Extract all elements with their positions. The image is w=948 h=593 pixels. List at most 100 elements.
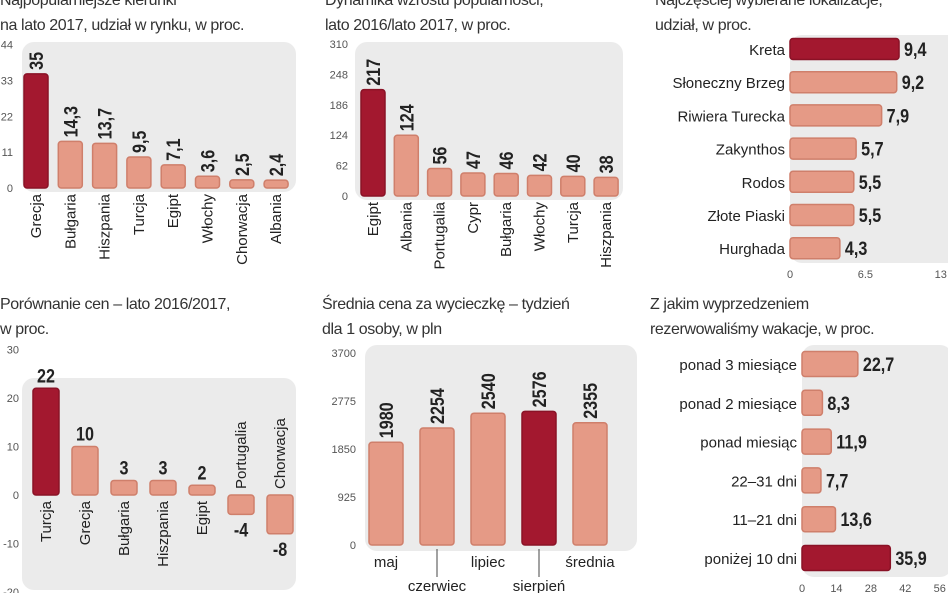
chart1-bar <box>126 156 152 189</box>
chart4-bar <box>188 484 216 496</box>
chart3-value-label: 5,5 <box>859 172 882 194</box>
chart5-title-line2: dla 1 osoby, w pln <box>322 321 442 338</box>
chart1-ytick: 44 <box>1 40 13 52</box>
chart2-bar <box>526 174 553 197</box>
chart4-value-label: 22 <box>37 365 55 387</box>
chart4-category-label: Chorwacja <box>272 417 289 489</box>
chart1-value-label: 3,6 <box>197 150 219 173</box>
chart6-title: Z jakim wyprzedzeniem rezerwowaliśmy wak… <box>650 292 875 342</box>
chart6-title-line2: rezerwowaliśmy wakacje, w proc. <box>650 321 875 338</box>
chart2-value-label: 42 <box>529 153 551 171</box>
chart6-bar <box>801 467 822 494</box>
chart2-bar <box>393 134 420 197</box>
chart6-category-label: 22–31 dni <box>731 473 797 490</box>
chart4-bar <box>110 479 138 496</box>
chart2-value-label: 38 <box>596 155 618 173</box>
chart1-category-label: Hiszpania <box>97 193 114 260</box>
chart2-category-label: Włochy <box>532 202 549 252</box>
chart1-value-label: 9,5 <box>129 130 151 153</box>
chart6-category-label: poniżej 10 dni <box>704 551 797 568</box>
chart3-bar <box>789 236 841 260</box>
chart1-category-label: Chorwacja <box>234 193 251 265</box>
chart3-value-label: 9,2 <box>902 72 925 94</box>
chart3-bar <box>789 104 883 127</box>
chart1-ytick: 0 <box>7 183 13 195</box>
chart6-xtick: 14 <box>830 583 842 593</box>
chart5-title: Średnia cena za wycieczkę – tydzień dla … <box>322 292 570 342</box>
chart3-value-label: 5,7 <box>861 138 884 160</box>
chart4-category-label: Turcja <box>38 500 55 542</box>
chart3-title: Najczęściej wybierane lokalizacje, udzia… <box>655 0 883 38</box>
chart2-category-label: Turcja <box>565 201 582 243</box>
chart1-value-label: 2,4 <box>266 154 288 177</box>
chart2-value-label: 40 <box>563 154 585 172</box>
chart4-title: Porównanie cen – lato 2016/2017, w proc. <box>0 292 230 342</box>
chart1-bar <box>194 175 221 189</box>
chart6-value-label: 7,7 <box>826 470 849 492</box>
chart3-value-label: 4,3 <box>845 238 868 260</box>
chart6-xtick: 42 <box>899 583 911 593</box>
chart4-bar <box>32 387 60 496</box>
chart1-value-label: 2,5 <box>232 153 254 176</box>
chart5-bar <box>419 427 455 546</box>
chart1-panel <box>22 42 296 192</box>
chart6-value-label: 35,9 <box>895 548 927 570</box>
chart1-value-label: 13,7 <box>94 108 116 140</box>
chart3-value-label: 9,4 <box>904 39 927 61</box>
chart4-ytick: 30 <box>7 345 19 357</box>
chart6-value-label: 8,3 <box>827 393 850 415</box>
chart4-category-label: Egipt <box>194 500 211 535</box>
chart6-bar <box>801 505 837 533</box>
chart3-category-label: Złote Piaski <box>707 208 785 225</box>
chart3-value-label: 5,5 <box>859 205 882 227</box>
chart6-category-label: ponad 2 miesiące <box>679 396 797 413</box>
chart2-category-label: Bułgaria <box>498 201 515 257</box>
chart3-category-label: Riwiera Turecka <box>677 108 785 125</box>
chart5-category-label: sierpień <box>513 578 566 593</box>
chart1-ytick: 33 <box>1 75 13 87</box>
chart5-value-label: 1980 <box>376 402 398 438</box>
chart6-bar <box>801 350 859 378</box>
chart2-bar <box>426 167 453 197</box>
chart3-value-label: 7,9 <box>887 105 910 127</box>
chart1-bar <box>160 164 186 189</box>
chart5-bar <box>521 410 557 546</box>
chart4-title-line2: w proc. <box>0 321 49 338</box>
chart2-bar <box>593 176 619 197</box>
chart4-category-label: Hiszpania <box>155 500 172 567</box>
chart3-category-label: Rodos <box>742 175 785 192</box>
chart2-value-label: 124 <box>396 104 418 131</box>
chart5-value-label: 2254 <box>427 388 449 424</box>
chart5-category-label: średnia <box>565 554 615 571</box>
chart3-title-line2: udział, w proc. <box>655 17 752 34</box>
chart1-value-label: 7,1 <box>163 138 185 161</box>
chart1-title-line1: Najpopularniejsze kierunki <box>0 0 177 9</box>
chart5-ytick: 2775 <box>332 396 356 408</box>
chart1-title: Najpopularniejsze kierunki na lato 2017,… <box>0 0 244 38</box>
chart5-value-label: 2355 <box>580 383 602 419</box>
chart3-xtick: 13 <box>935 269 947 281</box>
chart6-value-label: 11,9 <box>836 431 867 453</box>
chart6-xtick: 0 <box>799 583 805 593</box>
chart1-bar <box>229 179 255 189</box>
chart6-bar <box>801 544 892 572</box>
chart4-value-label: 3 <box>120 457 129 479</box>
chart3-category-label: Hurghada <box>719 241 786 258</box>
chart2-panel <box>355 42 623 200</box>
chart6-category-label: ponad 3 miesiące <box>679 357 797 374</box>
chart6-panel <box>802 345 948 577</box>
chart2-title: Dynamika wzrostu popularności, lato 2016… <box>325 0 544 38</box>
chart4-ytick: -10 <box>3 539 19 551</box>
chart5-value-label: 2576 <box>529 371 551 407</box>
chart3-xtick: 6.5 <box>858 269 873 281</box>
chart3-bar <box>789 203 855 227</box>
chart2-ytick: 310 <box>330 39 348 51</box>
chart5-category-label: czerwiec <box>408 578 467 593</box>
chart4-value-label: 2 <box>198 462 207 484</box>
chart2-ytick: 186 <box>330 100 348 112</box>
chart2-ytick: 124 <box>330 130 348 142</box>
chart5-category-label: lipiec <box>471 554 506 571</box>
chart3-bar <box>789 70 898 94</box>
chart5-title-line1: Średnia cena za wycieczkę – tydzień <box>322 296 570 313</box>
